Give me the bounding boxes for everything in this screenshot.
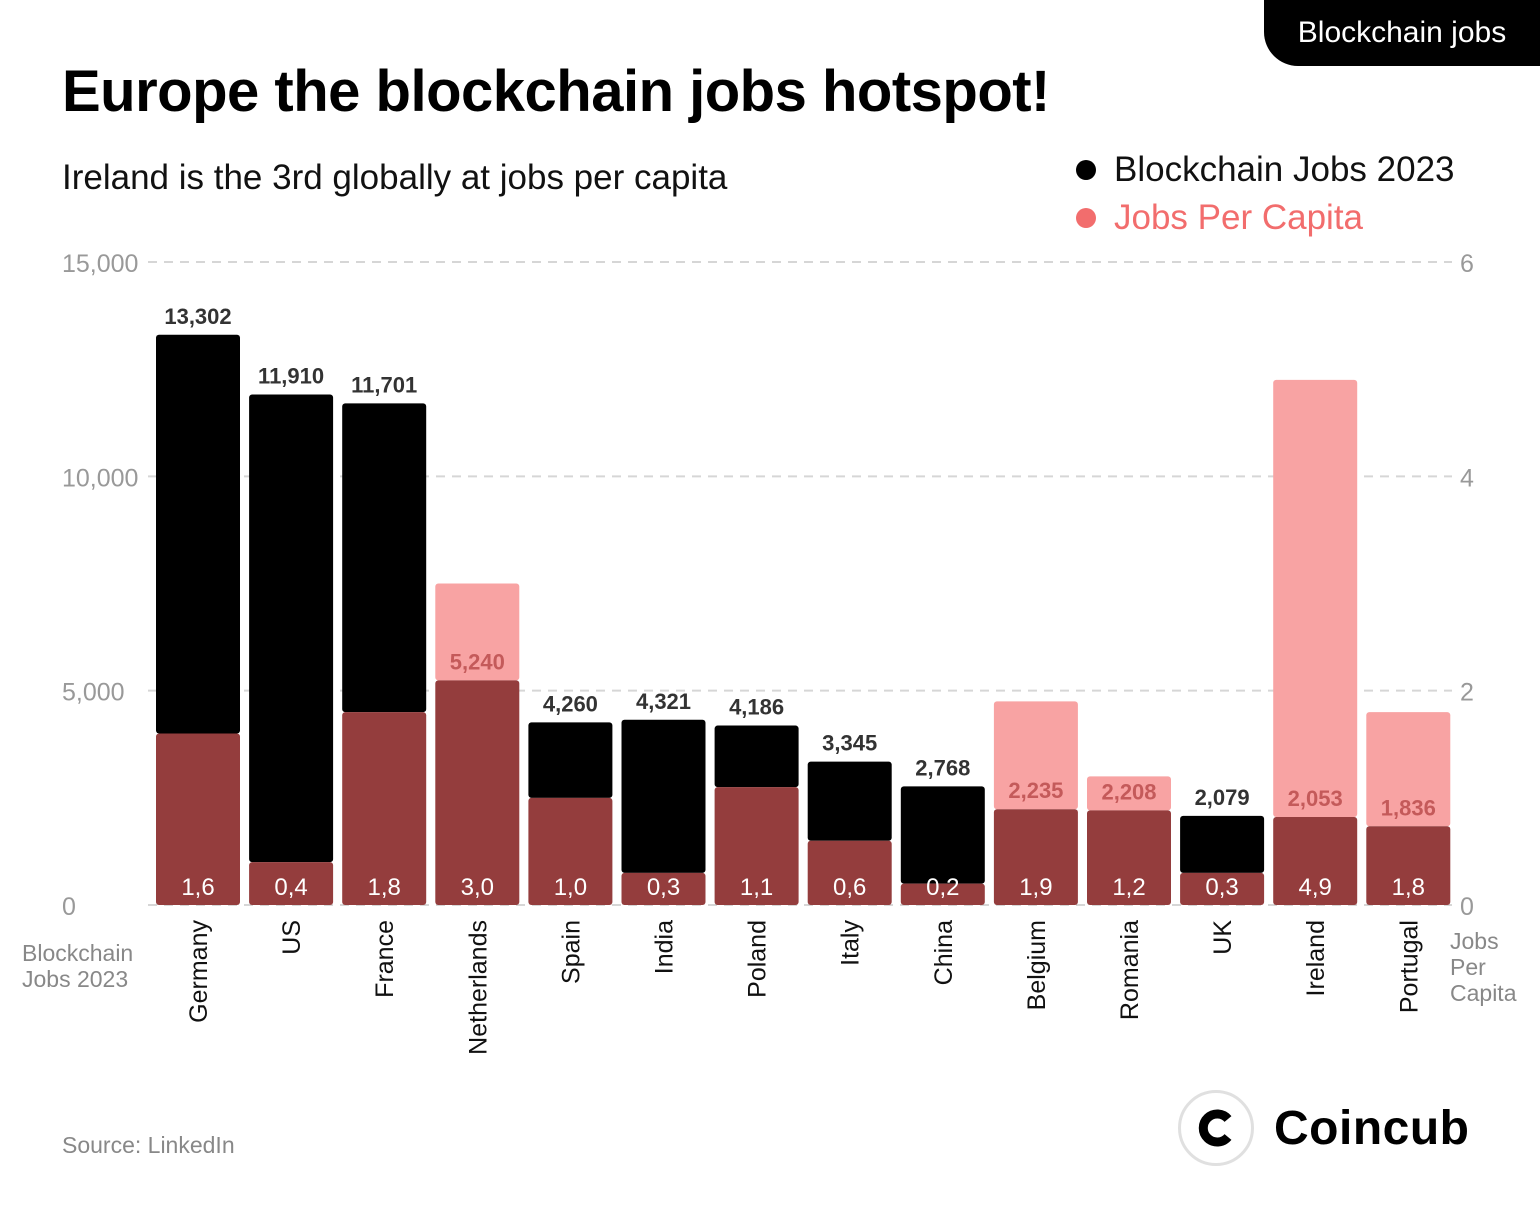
right-tick-label: 4 bbox=[1460, 464, 1474, 492]
category-label: Ireland bbox=[1302, 920, 1330, 996]
jobs-value-label: 13,302 bbox=[164, 304, 231, 329]
per-capita-value-label: 1,8 bbox=[368, 874, 401, 901]
jobs-value-label: 5,240 bbox=[450, 649, 505, 674]
overlap-bar bbox=[1180, 872, 1265, 905]
overlap-bar bbox=[249, 862, 334, 905]
category-label: India bbox=[651, 920, 679, 974]
overlap-bar bbox=[714, 787, 799, 905]
jobs-bar bbox=[528, 722, 613, 798]
overlap-bar bbox=[807, 840, 892, 905]
per-capita-bar bbox=[1273, 379, 1358, 817]
per-capita-value-label: 0,4 bbox=[274, 874, 307, 901]
overlap-bar bbox=[528, 797, 613, 905]
category-label: Belgium bbox=[1023, 920, 1051, 1010]
per-capita-value-label: 0,3 bbox=[1205, 874, 1238, 901]
left-axis-title-text: Blockchain Jobs 2023 bbox=[22, 940, 134, 992]
left-tick-label: 15,000 bbox=[62, 250, 138, 278]
legend-item-per-capita: Jobs Per Capita bbox=[1076, 194, 1455, 242]
category-label: Spain bbox=[557, 920, 585, 984]
per-capita-value-label: 1,6 bbox=[181, 874, 214, 901]
jobs-bar bbox=[342, 403, 427, 713]
per-capita-value-label: 4,9 bbox=[1299, 874, 1332, 901]
coincub-c-icon bbox=[1198, 1109, 1232, 1147]
overlap-bar bbox=[156, 733, 240, 905]
jobs-bar bbox=[156, 334, 240, 734]
jobs-value-label: 2,079 bbox=[1195, 785, 1250, 810]
source-note: Source: LinkedIn bbox=[62, 1132, 235, 1158]
left-tick-label: 5,000 bbox=[62, 679, 125, 707]
per-capita-value-label: 1,9 bbox=[1019, 874, 1052, 901]
overlap-bar bbox=[342, 712, 427, 905]
jobs-value-label: 2,768 bbox=[915, 755, 970, 780]
overlap-bar bbox=[1087, 810, 1171, 905]
legend-dot-jobs-icon bbox=[1076, 160, 1096, 180]
jobs-bar bbox=[714, 725, 799, 788]
per-capita-value-label: 0,6 bbox=[833, 874, 866, 901]
legend-label-per-capita: Jobs Per Capita bbox=[1114, 198, 1364, 237]
jobs-value-label: 2,053 bbox=[1288, 786, 1343, 811]
jobs-bar bbox=[807, 761, 892, 841]
jobs-value-label: 11,701 bbox=[351, 372, 417, 397]
category-label: Portugal bbox=[1395, 920, 1423, 1013]
jobs-bar bbox=[900, 786, 985, 884]
jobs-value-label: 11,910 bbox=[258, 363, 324, 388]
jobs-bar bbox=[1180, 815, 1265, 873]
right-tick-label: 2 bbox=[1460, 679, 1474, 707]
category-label: Italy bbox=[837, 920, 865, 966]
per-capita-value-label: 0,3 bbox=[647, 874, 680, 901]
per-capita-bar bbox=[993, 701, 1078, 810]
overlap-bar bbox=[1366, 826, 1451, 905]
category-label: France bbox=[371, 920, 399, 998]
category-label: Romania bbox=[1116, 920, 1144, 1020]
per-capita-bar bbox=[1366, 712, 1451, 827]
left-axis-title: Blockchain Jobs 2023 bbox=[22, 940, 133, 992]
right-tick-label: 6 bbox=[1460, 250, 1474, 278]
per-capita-value-label: 0,2 bbox=[926, 874, 959, 901]
jobs-value-label: 2,235 bbox=[1008, 778, 1063, 803]
per-capita-bar bbox=[435, 583, 520, 681]
legend: Blockchain Jobs 2023 Jobs Per Capita bbox=[1076, 146, 1455, 242]
right-axis-title-text: Jobs Per Capita bbox=[1450, 928, 1517, 1006]
jobs-value-label: 3,345 bbox=[822, 731, 877, 756]
chart-title: Europe the blockchain jobs hotspot! bbox=[62, 59, 1050, 124]
legend-item-jobs: Blockchain Jobs 2023 bbox=[1076, 146, 1455, 194]
per-capita-value-label: 1,8 bbox=[1392, 874, 1425, 901]
overlap-bar bbox=[900, 883, 985, 905]
overlap-bar bbox=[993, 809, 1078, 905]
legend-label-jobs: Blockchain Jobs 2023 bbox=[1114, 150, 1455, 189]
category-label: Germany bbox=[185, 920, 213, 1023]
category-label: Netherlands bbox=[464, 920, 492, 1055]
per-capita-value-label: 1,0 bbox=[554, 874, 587, 901]
overlap-bar bbox=[1273, 816, 1358, 905]
left-tick-label: 10,000 bbox=[62, 464, 138, 492]
category-label: Poland bbox=[744, 920, 772, 998]
jobs-value-label: 4,260 bbox=[543, 691, 598, 716]
jobs-value-label: 4,321 bbox=[636, 689, 691, 714]
overlap-bar bbox=[621, 872, 706, 905]
brand-logo: Coincub bbox=[1178, 1090, 1469, 1166]
chart-subtitle: Ireland is the 3rd globally at jobs per … bbox=[62, 158, 728, 197]
category-label: China bbox=[930, 920, 958, 985]
overlap-bar bbox=[435, 680, 520, 905]
per-capita-bar bbox=[1087, 776, 1171, 811]
brand-name: Coincub bbox=[1274, 1101, 1470, 1155]
category-badge: Blockchain jobs bbox=[1264, 0, 1540, 66]
jobs-value-label: 1,836 bbox=[1381, 795, 1436, 820]
jobs-bar bbox=[249, 394, 334, 863]
jobs-value-label: 2,208 bbox=[1101, 779, 1156, 804]
right-tick-label: 0 bbox=[1460, 893, 1474, 921]
per-capita-value-label: 3,0 bbox=[461, 874, 494, 901]
jobs-value-label: 4,186 bbox=[729, 695, 784, 720]
right-axis-title: Jobs Per Capita bbox=[1450, 928, 1530, 1006]
category-label: US bbox=[278, 920, 306, 955]
per-capita-value-label: 1,2 bbox=[1112, 874, 1145, 901]
coincub-logo-icon bbox=[1178, 1090, 1254, 1166]
jobs-bar bbox=[621, 719, 706, 873]
category-label: UK bbox=[1209, 920, 1237, 955]
legend-dot-per-capita-icon bbox=[1076, 208, 1096, 228]
per-capita-value-label: 1,1 bbox=[740, 874, 773, 901]
left-tick-label: 0 bbox=[62, 893, 76, 921]
